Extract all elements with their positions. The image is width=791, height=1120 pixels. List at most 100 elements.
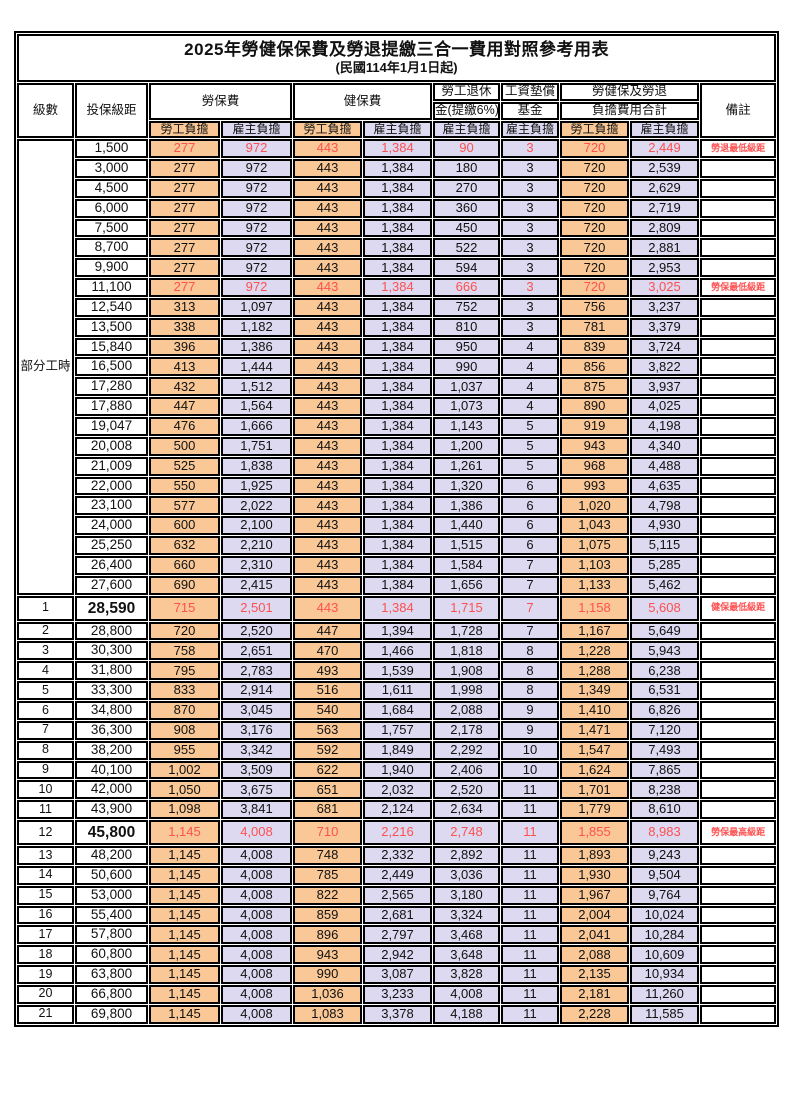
- bracket-cell: 34,800: [75, 700, 148, 720]
- bracket-cell: 43,900: [75, 800, 148, 820]
- value-cell: 1,384: [363, 159, 432, 178]
- value-cell: 600: [149, 516, 220, 536]
- value-cell: 7: [501, 575, 559, 595]
- value-cell: 270: [433, 178, 500, 198]
- value-cell: 594: [433, 258, 500, 278]
- value-cell: 2,629: [630, 178, 699, 198]
- col-header-remark: 備註: [700, 83, 777, 139]
- value-cell: 443: [293, 198, 362, 218]
- value-cell: 493: [293, 661, 362, 681]
- bracket-cell: 53,000: [75, 885, 148, 905]
- value-cell: 3,025: [630, 278, 699, 297]
- value-cell: 1,384: [363, 436, 432, 456]
- value-cell: 11: [501, 885, 559, 905]
- col-header-labor-insurance: 勞保費: [149, 83, 292, 120]
- table-row: 23,100 577 2,022 443 1,384 1,386 6 1,020 4,798: [17, 496, 777, 516]
- value-cell: 1,075: [560, 536, 629, 555]
- value-cell: 720: [560, 258, 629, 278]
- level-cell: 17: [17, 925, 74, 945]
- value-cell: 1,097: [221, 297, 292, 317]
- bracket-cell: 13,500: [75, 317, 148, 337]
- value-cell: 4,008: [221, 905, 292, 925]
- value-cell: 720: [560, 139, 629, 159]
- col-header-wage-fund-line2: 基金: [501, 102, 559, 120]
- value-cell: 1,715: [433, 595, 500, 621]
- level-cell: 6: [17, 700, 74, 720]
- level-cell: 19: [17, 965, 74, 984]
- value-cell: 2,748: [433, 820, 500, 846]
- value-cell: 277: [149, 258, 220, 278]
- value-cell: 1,036: [293, 984, 362, 1004]
- value-cell: 180: [433, 159, 500, 178]
- value-cell: 720: [560, 238, 629, 258]
- value-cell: 2,565: [363, 885, 432, 905]
- value-cell: 1,228: [560, 641, 629, 661]
- value-cell: 11: [501, 865, 559, 885]
- table-row: 4,500 277 972 443 1,384 270 3 720 2,629: [17, 178, 777, 198]
- value-cell: 4: [501, 337, 559, 357]
- level-cell: 5: [17, 681, 74, 700]
- value-cell: 839: [560, 337, 629, 357]
- value-cell: 3: [501, 317, 559, 337]
- bracket-cell: 28,590: [75, 595, 148, 621]
- value-cell: 3: [501, 159, 559, 178]
- table-row: 13 48,200 1,145 4,008 748 2,332 2,892 11 1,893 9,…: [17, 846, 777, 865]
- header-row-1: 級數 投保級距 勞保費 健保費 勞工退休 工資墊償 勞健保及勞退 備註: [17, 83, 777, 139]
- value-cell: 277: [149, 238, 220, 258]
- value-cell: 2,292: [433, 740, 500, 760]
- table-row: 15,840 396 1,386 443 1,384 950 4 839 3,724: [17, 337, 777, 357]
- value-cell: 8,983: [630, 820, 699, 846]
- value-cell: 4,008: [221, 965, 292, 984]
- table-row: 7 36,300 908 3,176 563 1,757 2,178 9 1,471 7,120: [17, 720, 777, 740]
- value-cell: 822: [293, 885, 362, 905]
- remark-cell: [700, 536, 777, 555]
- value-cell: 1,384: [363, 377, 432, 397]
- value-cell: 443: [293, 258, 362, 278]
- value-cell: 3: [501, 218, 559, 238]
- remark-cell: [700, 357, 777, 377]
- value-cell: 277: [149, 139, 220, 159]
- bracket-cell: 8,700: [75, 238, 148, 258]
- value-cell: 2,634: [433, 800, 500, 820]
- value-cell: 1,394: [363, 621, 432, 641]
- value-cell: 1,384: [363, 297, 432, 317]
- remark-cell: [700, 885, 777, 905]
- remark-cell: [700, 417, 777, 436]
- value-cell: 943: [293, 945, 362, 965]
- value-cell: 5,115: [630, 536, 699, 555]
- bracket-cell: 38,200: [75, 740, 148, 760]
- level-cell: 20: [17, 984, 74, 1004]
- table-row: 11,100 277 972 443 1,384 666 3 720 3,025 勞保最低級距: [17, 278, 777, 297]
- table-row: 16 55,400 1,145 4,008 859 2,681 3,324 11 2,004 10…: [17, 905, 777, 925]
- value-cell: 4,008: [221, 865, 292, 885]
- value-cell: 11: [501, 984, 559, 1004]
- remark-cell: [700, 198, 777, 218]
- value-cell: 1,320: [433, 476, 500, 496]
- value-cell: 6,238: [630, 661, 699, 681]
- bracket-cell: 4,500: [75, 178, 148, 198]
- value-cell: 972: [221, 258, 292, 278]
- table-row: 18 60,800 1,145 4,008 943 2,942 3,648 11 2,088 10…: [17, 945, 777, 965]
- value-cell: 11: [501, 945, 559, 965]
- value-cell: 856: [560, 357, 629, 377]
- value-cell: 2,181: [560, 984, 629, 1004]
- remark-cell: [700, 178, 777, 198]
- value-cell: 11: [501, 965, 559, 984]
- value-cell: 2,719: [630, 198, 699, 218]
- value-cell: 3: [501, 278, 559, 297]
- value-cell: 2,022: [221, 496, 292, 516]
- table-row: 11 43,900 1,098 3,841 681 2,124 2,634 11 1,779 8,…: [17, 800, 777, 820]
- remark-cell: 健保最低級距: [700, 595, 777, 621]
- value-cell: 681: [293, 800, 362, 820]
- value-cell: 11: [501, 800, 559, 820]
- value-cell: 447: [293, 621, 362, 641]
- value-cell: 5: [501, 456, 559, 476]
- value-cell: 9: [501, 700, 559, 720]
- value-cell: 470: [293, 641, 362, 661]
- value-cell: 720: [560, 178, 629, 198]
- value-cell: 577: [149, 496, 220, 516]
- value-cell: 972: [221, 159, 292, 178]
- value-cell: 3,233: [363, 984, 432, 1004]
- value-cell: 4,008: [221, 885, 292, 905]
- value-cell: 2,539: [630, 159, 699, 178]
